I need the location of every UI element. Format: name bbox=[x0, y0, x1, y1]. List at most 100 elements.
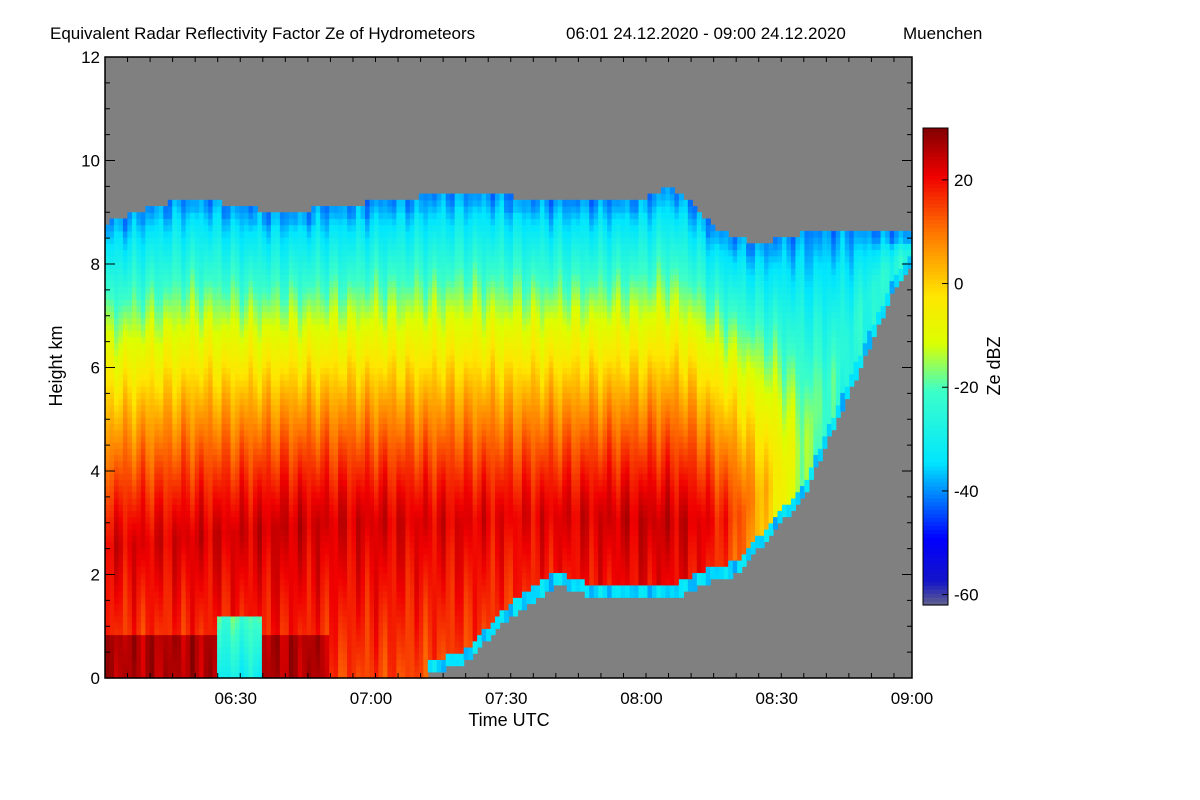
heatmap-cell bbox=[302, 528, 308, 536]
heatmap-cell bbox=[248, 504, 254, 511]
heatmap-cell bbox=[342, 448, 348, 456]
heatmap-cell bbox=[356, 392, 362, 400]
heatmap-cell bbox=[226, 386, 232, 393]
heatmap-cell bbox=[217, 553, 223, 561]
heatmap-cell bbox=[243, 454, 250, 462]
heatmap-cell bbox=[311, 479, 317, 487]
heatmap-cell bbox=[347, 435, 353, 443]
heatmap-cell bbox=[306, 367, 312, 375]
heatmap-cell bbox=[122, 348, 129, 356]
heatmap-cell bbox=[208, 367, 214, 375]
heatmap-cell bbox=[243, 429, 250, 437]
heatmap-cell bbox=[190, 671, 196, 679]
heatmap-cell bbox=[248, 473, 254, 480]
heatmap-cell bbox=[230, 435, 236, 443]
heatmap-cell bbox=[181, 206, 187, 213]
heatmap-cell bbox=[127, 597, 133, 605]
heatmap-cell bbox=[374, 243, 380, 251]
heatmap-cell bbox=[270, 392, 276, 400]
heatmap-cell bbox=[387, 311, 393, 319]
heatmap-cell bbox=[391, 206, 398, 213]
heatmap-cell bbox=[333, 460, 339, 468]
heatmap-cell bbox=[356, 386, 362, 393]
heatmap-cell bbox=[279, 398, 285, 406]
heatmap-cell bbox=[387, 572, 393, 580]
heatmap-cell bbox=[257, 516, 263, 524]
heatmap-cell bbox=[109, 603, 115, 611]
heatmap-cell bbox=[293, 634, 299, 642]
heatmap-cell bbox=[226, 504, 232, 511]
heatmap-cell bbox=[208, 255, 214, 263]
heatmap-cell bbox=[199, 373, 205, 381]
heatmap-cell bbox=[140, 460, 146, 468]
heatmap-cell bbox=[320, 237, 326, 244]
heatmap-cell bbox=[208, 665, 214, 673]
heatmap-cell bbox=[374, 665, 380, 673]
heatmap-cell bbox=[261, 572, 267, 580]
heatmap-cell bbox=[275, 460, 281, 468]
heatmap-cell bbox=[320, 615, 326, 623]
heatmap-cell bbox=[230, 280, 236, 288]
heatmap-cell bbox=[311, 336, 317, 344]
heatmap-cell bbox=[208, 597, 214, 605]
heatmap-cell bbox=[284, 665, 290, 673]
heatmap-cell bbox=[396, 497, 402, 505]
heatmap-cell bbox=[266, 212, 272, 220]
heatmap-cell bbox=[382, 516, 389, 524]
heatmap-cell bbox=[239, 448, 245, 456]
heatmap-cell bbox=[252, 237, 259, 244]
heatmap-cell bbox=[279, 466, 285, 474]
heatmap-cell bbox=[279, 622, 285, 629]
heatmap-cell bbox=[293, 255, 299, 263]
heatmap-cell bbox=[185, 659, 191, 667]
heatmap-cell bbox=[382, 243, 389, 251]
heatmap-cell bbox=[293, 324, 299, 331]
heatmap-cell bbox=[172, 528, 178, 536]
heatmap-cell bbox=[279, 379, 285, 387]
heatmap-cell bbox=[257, 398, 263, 406]
heatmap-cell bbox=[145, 230, 151, 238]
heatmap-cell bbox=[391, 541, 398, 549]
heatmap-cell bbox=[306, 622, 312, 629]
heatmap-cell bbox=[243, 268, 250, 275]
heatmap-cell bbox=[136, 435, 142, 443]
heatmap-cell bbox=[333, 646, 339, 654]
heatmap-cell bbox=[122, 659, 129, 667]
heatmap-cell bbox=[131, 646, 137, 654]
heatmap-cell bbox=[365, 361, 371, 369]
heatmap-cell bbox=[382, 597, 389, 605]
heatmap-cell bbox=[293, 597, 299, 605]
heatmap-cell bbox=[320, 522, 326, 530]
heatmap-cell bbox=[338, 591, 344, 598]
heatmap-cell bbox=[122, 330, 129, 338]
heatmap-cell bbox=[252, 206, 259, 213]
heatmap-cell bbox=[149, 243, 155, 251]
heatmap-cell bbox=[369, 224, 375, 232]
heatmap-cell bbox=[194, 324, 200, 331]
heatmap-cell bbox=[172, 404, 178, 412]
heatmap-cell bbox=[315, 547, 321, 555]
heatmap-cell bbox=[378, 442, 384, 449]
heatmap-cell bbox=[221, 522, 227, 530]
heatmap-cell bbox=[257, 410, 263, 418]
heatmap-cell bbox=[342, 417, 348, 424]
heatmap-cell bbox=[297, 342, 303, 350]
heatmap-cell bbox=[136, 330, 142, 338]
heatmap-cell bbox=[275, 292, 281, 300]
heatmap-cell bbox=[176, 274, 182, 282]
heatmap-cell bbox=[208, 361, 214, 369]
heatmap-cell bbox=[185, 560, 191, 567]
heatmap-cell bbox=[252, 535, 259, 542]
heatmap-cell bbox=[194, 237, 200, 244]
heatmap-cell bbox=[391, 603, 398, 611]
heatmap-cell bbox=[172, 336, 178, 344]
heatmap-cell bbox=[199, 553, 205, 561]
heatmap-cell bbox=[257, 237, 263, 244]
heatmap-cell bbox=[333, 572, 339, 580]
heatmap-cell bbox=[324, 504, 330, 511]
heatmap-cell bbox=[252, 578, 259, 586]
heatmap-cell bbox=[382, 230, 389, 238]
heatmap-cell bbox=[172, 342, 178, 350]
heatmap-cell bbox=[118, 640, 124, 648]
heatmap-cell bbox=[297, 286, 303, 294]
